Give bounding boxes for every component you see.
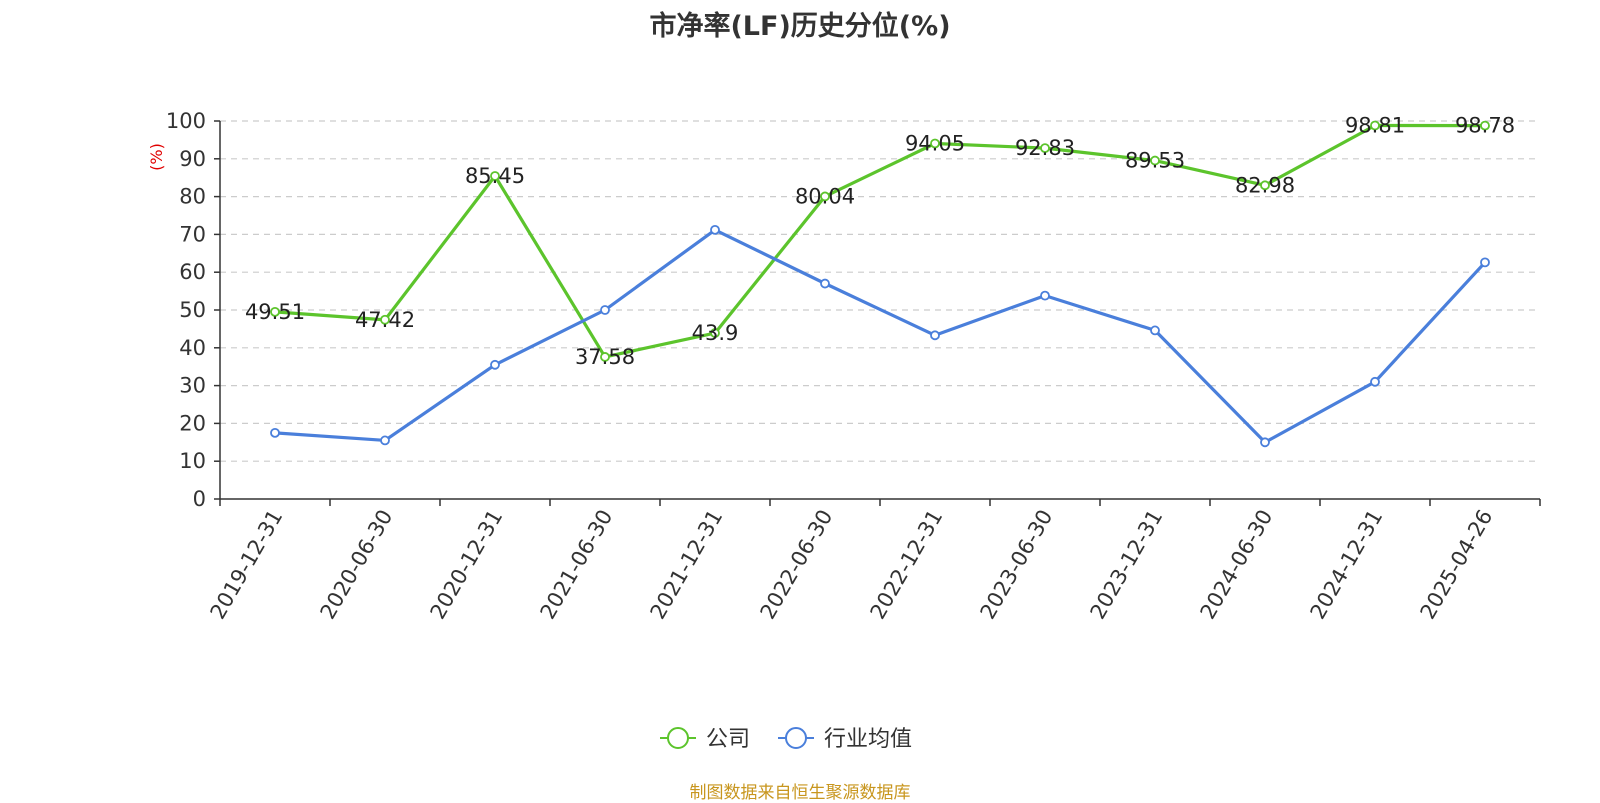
data-point [820, 278, 830, 289]
x-tick-label: 2023-12-31 [1086, 506, 1168, 624]
series-line-1 [274, 228, 1487, 444]
y-tick-label: 40 [179, 336, 206, 360]
data-point [1260, 437, 1270, 448]
x-tick-label: 2022-06-30 [756, 506, 838, 624]
data-label: 89.53 [1125, 149, 1185, 173]
legend-label: 公司 [706, 727, 750, 752]
y-tick-label: 30 [179, 374, 206, 398]
data-point [820, 191, 830, 202]
data-label: 98.81 [1345, 113, 1405, 137]
y-tick-label: 0 [193, 487, 206, 511]
data-point [1040, 143, 1050, 154]
data-label: 43.9 [692, 321, 739, 345]
legend-label: 行业均值 [824, 727, 912, 752]
data-label: 47.42 [355, 308, 415, 332]
legend-marker [667, 727, 689, 749]
legend-marker [785, 727, 807, 749]
data-label: 49.51 [245, 300, 305, 324]
x-tick-label: 2022-12-31 [866, 506, 948, 624]
legend[interactable]: 公司 行业均值 [660, 727, 912, 752]
x-tick-label: 2024-12-31 [1306, 506, 1388, 624]
data-point [1260, 180, 1270, 191]
data-label: 85.45 [465, 164, 525, 188]
data-point [270, 306, 280, 317]
data-point [1150, 325, 1160, 336]
data-point [380, 314, 390, 325]
data-point [710, 224, 720, 235]
x-tick-label: 2023-06-30 [976, 506, 1058, 624]
y-tick-label: 80 [179, 185, 206, 209]
data-source-note: 制图数据来自恒生聚源数据库 [689, 783, 911, 803]
data-point [1480, 257, 1490, 268]
y-tick-label: 60 [179, 260, 206, 284]
data-point [1040, 290, 1050, 301]
y-tick-label: 50 [179, 298, 206, 322]
data-point [930, 330, 940, 341]
y-tick-label: 90 [179, 147, 206, 171]
x-tick-label: 2024-06-30 [1196, 506, 1278, 624]
data-label: 80.04 [795, 184, 855, 208]
series-line-0 [274, 123, 1486, 359]
data-point [600, 352, 610, 362]
x-tick-label: 2019-12-31 [206, 506, 288, 624]
data-labels: 49.51 47.42 85.45 37.58 43.9 80.04 94.05 92.83 8… [245, 113, 1515, 368]
data-point [710, 328, 720, 338]
data-label: 82.98 [1235, 173, 1295, 197]
y-tick-label: 70 [179, 222, 206, 246]
chart-title: 市净率(LF)历史分位(%) [649, 11, 951, 42]
data-point [1150, 155, 1160, 166]
data-point [380, 435, 390, 446]
data-point [600, 305, 610, 315]
data-label: 98.78 [1455, 114, 1515, 138]
x-tick-label: 2020-06-30 [316, 506, 398, 624]
data-point [270, 427, 280, 438]
y-tick-label: 10 [179, 449, 206, 473]
data-point [1370, 376, 1380, 387]
data-label: 92.83 [1015, 136, 1075, 160]
legend-item-0[interactable]: 公司 [660, 727, 750, 752]
y-tick-label: 100 [166, 109, 206, 133]
x-tick-label: 2021-06-30 [536, 506, 618, 624]
series-layer [270, 120, 1490, 448]
data-point [490, 359, 500, 370]
legend-item-1[interactable]: 行业均值 [778, 727, 912, 752]
data-label: 37.58 [575, 345, 635, 369]
y-axis-label: (%) [147, 143, 166, 171]
y-tick-label: 20 [179, 411, 206, 435]
data-point [1370, 120, 1380, 131]
data-point [1480, 120, 1490, 131]
grid-lines [220, 120, 1540, 462]
x-tick-label: 2021-12-31 [646, 506, 728, 624]
data-label: 94.05 [905, 131, 965, 155]
data-point [930, 138, 940, 149]
x-tick-label: 2025-04-26 [1416, 506, 1498, 624]
data-point [490, 171, 500, 181]
x-tick-label: 2020-12-31 [426, 506, 508, 624]
